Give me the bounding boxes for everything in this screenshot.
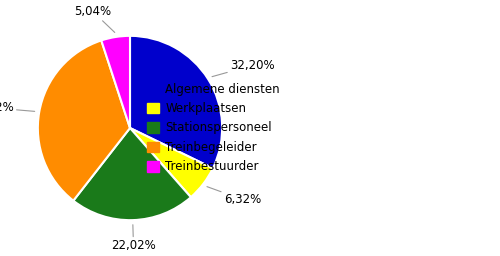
Wedge shape [102, 36, 130, 128]
Text: 5,04%: 5,04% [74, 5, 114, 33]
Wedge shape [130, 36, 222, 168]
Text: 6,32%: 6,32% [207, 187, 261, 206]
Wedge shape [38, 40, 130, 201]
Text: 32,20%: 32,20% [212, 59, 274, 77]
Wedge shape [74, 128, 191, 220]
Legend: Algemene diensten, Werkplaatsen, Stationspersoneel, Treinbegeleider, Treinbestuu: Algemene diensten, Werkplaatsen, Station… [148, 82, 280, 174]
Text: 22,02%: 22,02% [111, 225, 156, 252]
Text: 34,42%: 34,42% [0, 101, 34, 114]
Wedge shape [130, 128, 213, 197]
